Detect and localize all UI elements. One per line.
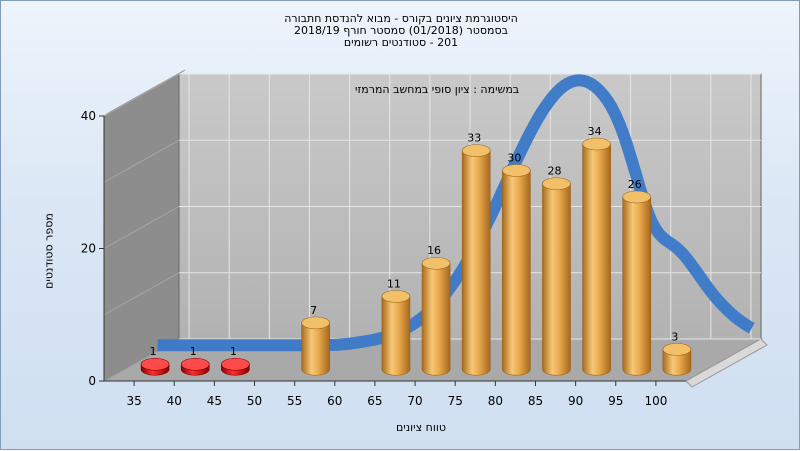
floor-edge	[685, 338, 768, 388]
x-tick-label: 90	[568, 394, 583, 408]
bar-top	[622, 190, 652, 204]
bar-65: 11	[381, 277, 411, 376]
bar-top	[381, 290, 411, 303]
bar-value-label: 11	[387, 277, 401, 290]
y-tick-label: 20	[81, 242, 96, 256]
x-tick-label: 40	[167, 394, 182, 408]
gridline-left	[103, 206, 180, 249]
gridline-left	[103, 73, 180, 117]
bar-value-label: 3	[671, 330, 678, 343]
x-tick-label: 50	[247, 394, 262, 408]
bar-value-label: 1	[150, 345, 157, 358]
bar-body	[622, 196, 652, 376]
bar-100: 3	[662, 330, 692, 376]
bar-top	[180, 357, 210, 371]
bar-40: 1	[180, 345, 210, 376]
bar-value-label: 28	[547, 165, 561, 178]
chart-title-line-3: 201 - סטודנטים רשומים	[343, 36, 459, 49]
x-tick-label: 60	[327, 394, 342, 408]
bar-top	[662, 343, 692, 356]
bar-top	[582, 137, 611, 151]
bar-top	[421, 256, 451, 270]
x-tick-label: 55	[287, 394, 302, 408]
bar-value-label: 7	[310, 304, 317, 317]
bar-75: 33	[461, 132, 491, 376]
bar-value-label: 30	[507, 151, 521, 164]
x-tick-label: 80	[488, 394, 503, 408]
fitted-curve	[155, 74, 755, 352]
bar-top	[140, 357, 170, 371]
bar-top	[221, 357, 250, 371]
y-tick-label: 0	[88, 374, 96, 388]
bar-85: 28	[542, 165, 571, 376]
bar-value-label: 33	[467, 132, 481, 145]
bar-body	[421, 262, 451, 376]
bar-value-label: 26	[628, 178, 642, 191]
bar-body	[542, 183, 571, 376]
bar-top	[301, 316, 330, 330]
bar-80: 30	[502, 151, 531, 376]
bar-body	[502, 170, 531, 376]
bar-35: 1	[140, 345, 170, 376]
bar-55: 7	[301, 304, 330, 376]
gridline-left	[103, 272, 180, 316]
bar-body	[461, 150, 491, 376]
bar-value-label: 16	[427, 244, 441, 257]
x-tick-label: 35	[126, 394, 141, 408]
bar-body	[381, 296, 411, 376]
bar-top	[502, 164, 531, 177]
chart-title-line-2: בסמסטר (01/2018) סמסטר חורף 2018/19	[294, 24, 508, 37]
x-tick-label: 45	[207, 394, 222, 408]
bar-value-label: 1	[230, 345, 237, 358]
x-axis-title: טווח ציונים	[396, 421, 446, 434]
x-tick-label: 85	[528, 394, 543, 408]
y-tick-label: 40	[81, 109, 96, 123]
bar-body	[582, 143, 611, 376]
bar-value-label: 1	[190, 345, 197, 358]
chart-subtitle: במשימה : ציון סופי במחשב המרמזי	[355, 83, 520, 96]
bar-body	[301, 322, 330, 376]
bar-top	[542, 177, 571, 191]
bar-90: 34	[582, 125, 611, 376]
bar-95: 26	[622, 178, 652, 376]
bar-70: 16	[421, 244, 451, 376]
x-tick-label: 75	[448, 394, 463, 408]
bar-top	[461, 144, 491, 157]
bar-45: 1	[221, 345, 250, 376]
x-tick-label: 100	[644, 394, 667, 408]
chart-title-line-1: היסטוגרמת ציונים בקורס - מבוא להנדסת חתב…	[284, 12, 518, 25]
x-tick-label: 70	[407, 394, 422, 408]
gridline-left	[103, 139, 180, 183]
y-axis-title: מספר סטודנטים	[42, 213, 56, 289]
x-tick-label: 65	[367, 394, 382, 408]
x-tick-label: 95	[608, 394, 623, 408]
bar-body	[662, 349, 692, 376]
bar-value-label: 34	[588, 125, 602, 138]
